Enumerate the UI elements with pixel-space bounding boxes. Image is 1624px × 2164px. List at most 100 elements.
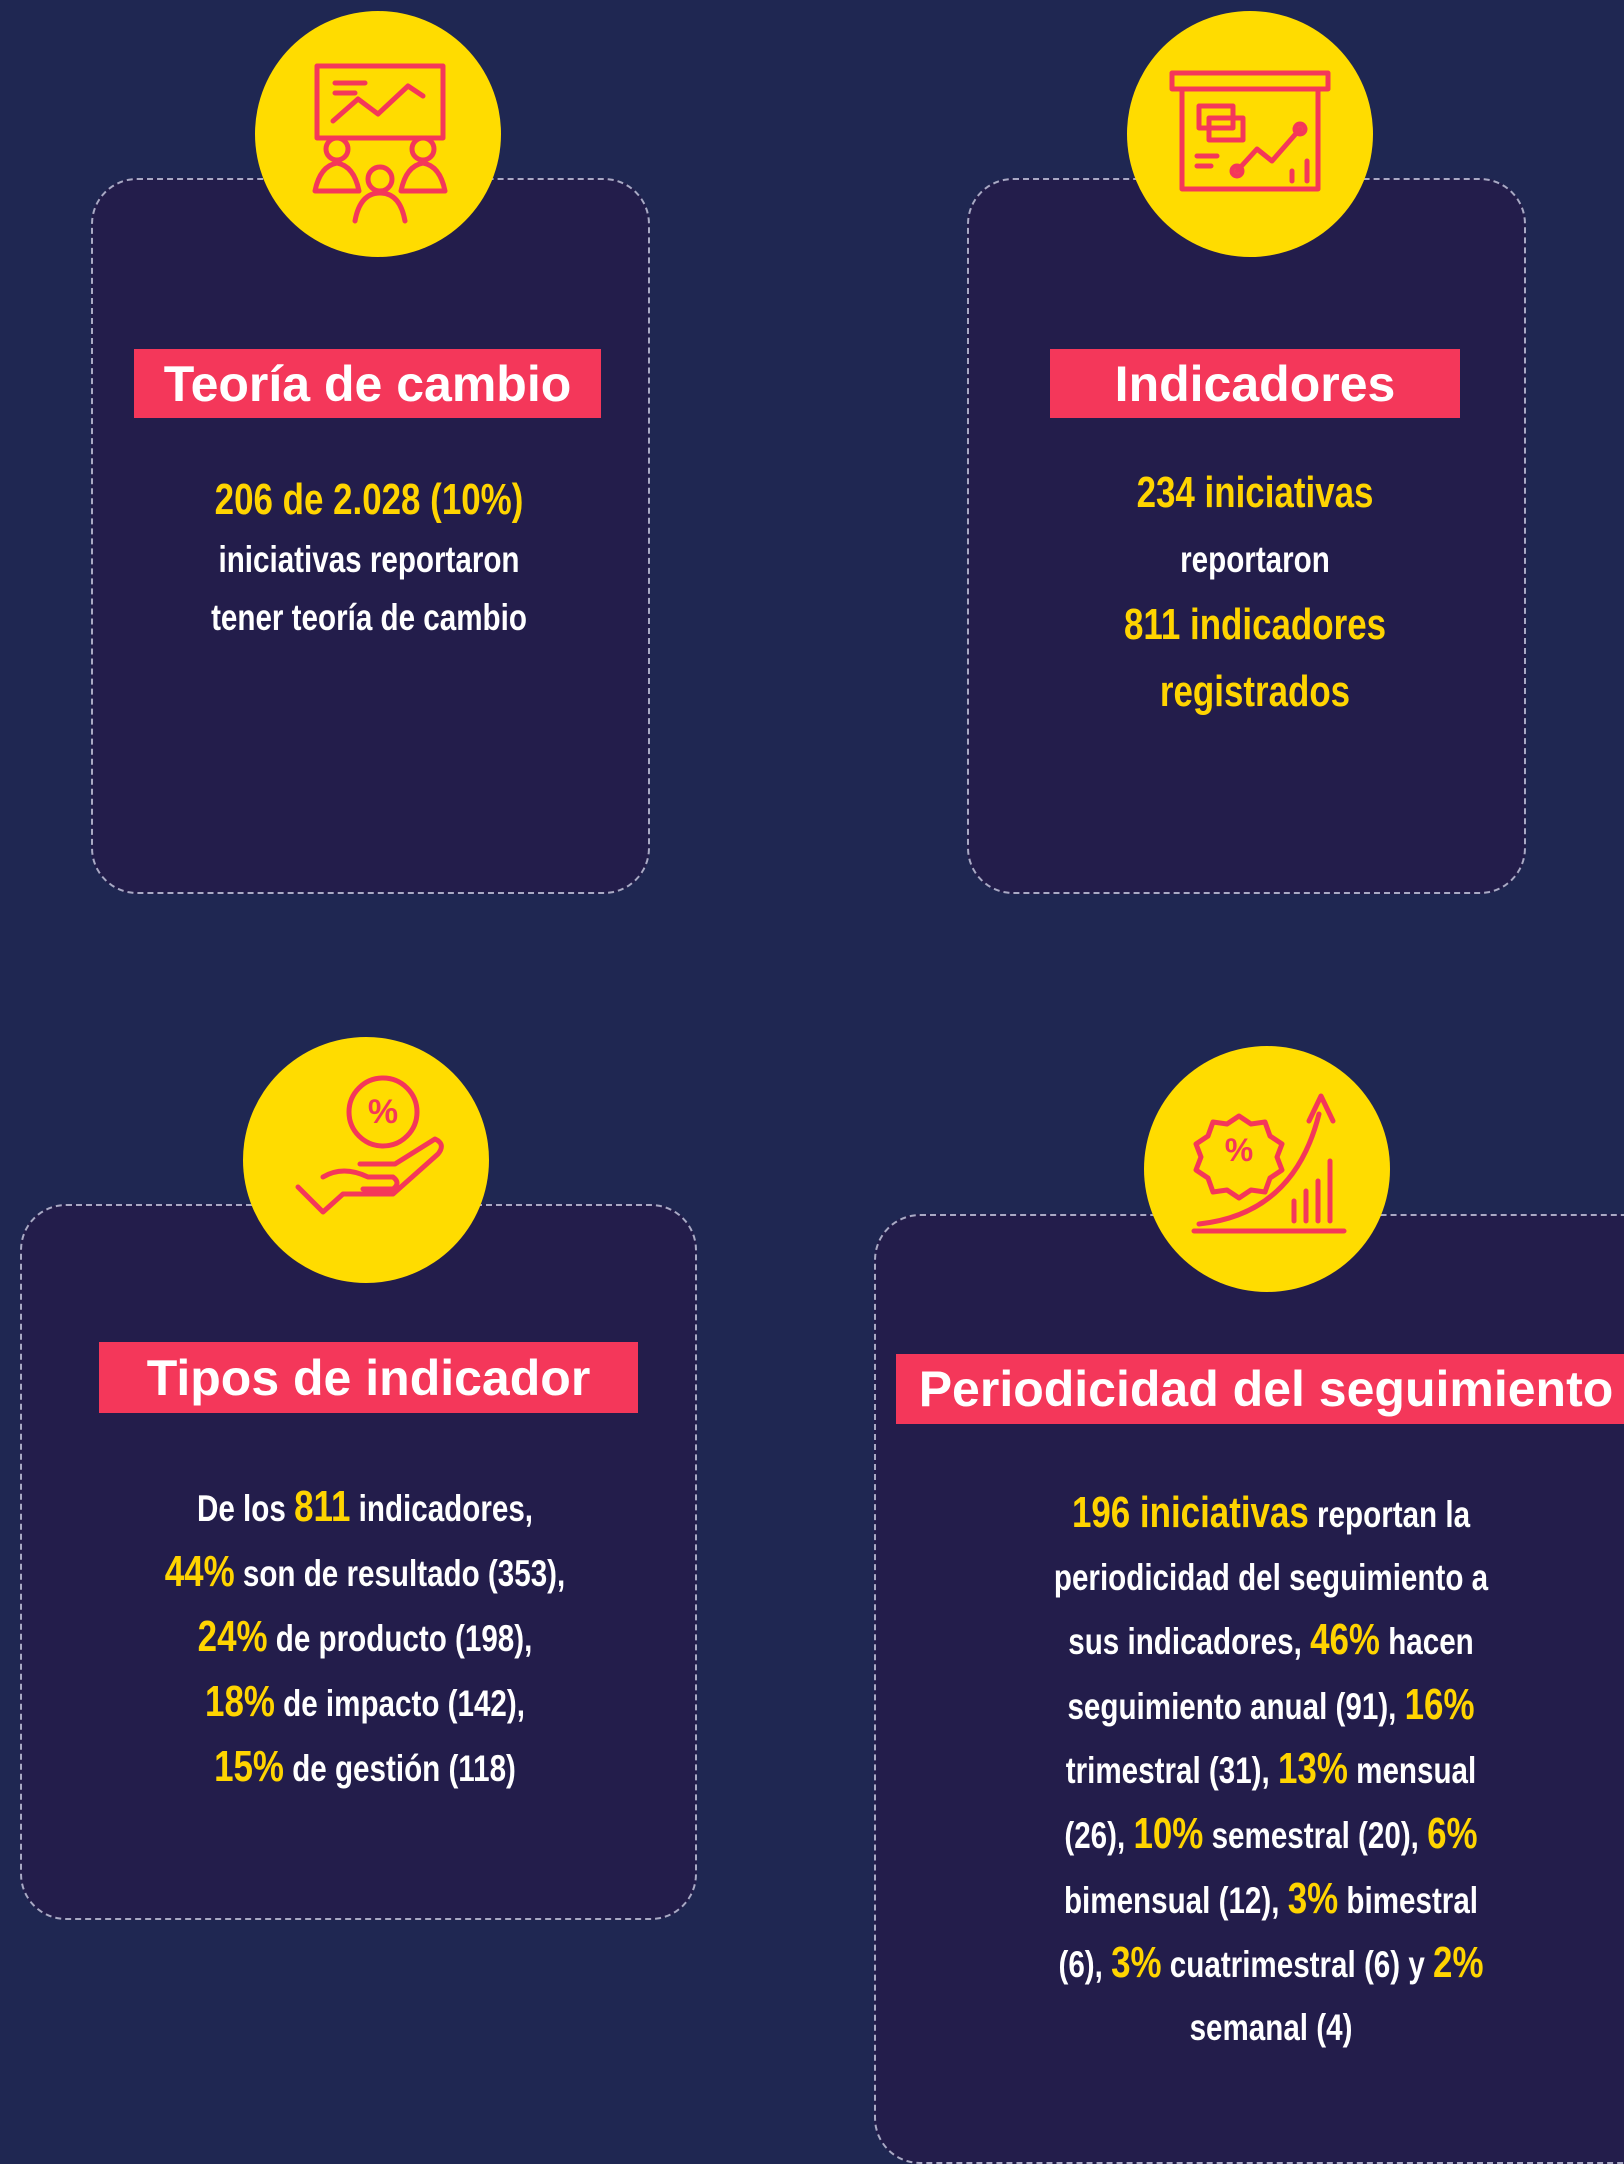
body-text: semanal (4) bbox=[1189, 2006, 1353, 2048]
icon-part bbox=[1194, 153, 1220, 169]
text-line: periodicidad del seguimiento a bbox=[991, 1547, 1551, 1610]
card-text: 234 iniciativas reportaron 811 indicadores… bbox=[905, 460, 1605, 726]
text-line: registrados bbox=[975, 659, 1535, 726]
body-text: seguimiento anual (91), bbox=[1067, 1685, 1405, 1727]
body-text: reportan la bbox=[1308, 1494, 1471, 1535]
icon-part bbox=[365, 164, 395, 194]
card-title: Teoría de cambio bbox=[134, 349, 601, 418]
highlight-text: 44% bbox=[164, 1547, 235, 1596]
text-line: seguimiento anual (91), 16% bbox=[991, 1674, 1551, 1739]
icon-part bbox=[323, 135, 351, 163]
icon-circle bbox=[255, 11, 501, 257]
body-text: periodicidad del seguimiento a bbox=[1053, 1556, 1489, 1598]
icon-part: % bbox=[1225, 1132, 1253, 1168]
card-text: 206 de 2.028 (10%) iniciativas reportaron… bbox=[19, 471, 719, 647]
icon-part: % bbox=[368, 1093, 398, 1131]
highlight-text: 196 iniciativas bbox=[1071, 1488, 1309, 1537]
card bbox=[967, 178, 1526, 894]
card-text: De los 811 indicadores, 44% son de result… bbox=[15, 1475, 715, 1800]
highlight-text: 24% bbox=[197, 1612, 268, 1661]
body-text: reportaron bbox=[1180, 539, 1330, 580]
highlight-text: 10% bbox=[1133, 1808, 1204, 1858]
icon-part bbox=[312, 63, 448, 224]
body-text: tener teoría de cambio bbox=[211, 597, 527, 638]
icon-part: % bbox=[295, 1075, 444, 1215]
text-line: 24% de producto (198), bbox=[85, 1605, 645, 1670]
icon-circle bbox=[1127, 11, 1373, 257]
text-line: 15% de gestión (118) bbox=[85, 1735, 645, 1800]
highlight-text: registrados bbox=[1159, 667, 1351, 716]
highlight-text: 18% bbox=[205, 1677, 275, 1726]
body-text: son de resultado (353), bbox=[234, 1553, 566, 1594]
highlight-text: 6% bbox=[1427, 1808, 1478, 1858]
body-text: de producto (198), bbox=[267, 1618, 533, 1659]
body-text: bimensual (12), bbox=[1063, 1879, 1288, 1921]
icon: % bbox=[295, 1075, 444, 1215]
text-line: iniciativas reportaron bbox=[89, 531, 649, 589]
card-title: Indicadores bbox=[1050, 349, 1460, 418]
highlight-text: 15% bbox=[214, 1742, 284, 1791]
text-line: semanal (4) bbox=[991, 1997, 1551, 2060]
icon-circle: % bbox=[1144, 1046, 1390, 1292]
text-line: bimensual (12), 3% bimestral bbox=[991, 1868, 1551, 1933]
highlight-text: 3% bbox=[1111, 1938, 1162, 1988]
body-text: de impacto (142), bbox=[274, 1683, 525, 1724]
text-line: sus indicadores, 46% hacen bbox=[991, 1609, 1551, 1674]
icon-part bbox=[1193, 1113, 1285, 1201]
highlight-text: 46% bbox=[1310, 1615, 1380, 1665]
icon bbox=[312, 63, 448, 224]
highlight-text: 811 bbox=[294, 1482, 351, 1531]
icon bbox=[1169, 70, 1331, 192]
body-text: mensual bbox=[1347, 1750, 1477, 1792]
text-line: 811 indicadores bbox=[975, 592, 1535, 659]
icon-part bbox=[1291, 1158, 1333, 1224]
icon-part bbox=[1292, 121, 1308, 137]
text-line: De los 811 indicadores, bbox=[85, 1475, 645, 1540]
icon-part bbox=[332, 80, 368, 96]
card bbox=[20, 1204, 697, 1920]
text-line: 44% son de resultado (353), bbox=[85, 1540, 645, 1605]
body-text: de gestión (118) bbox=[283, 1748, 516, 1789]
card-text: 196 iniciativas reportan la periodicidad … bbox=[921, 1482, 1621, 2059]
body-text: (26), bbox=[1064, 1814, 1134, 1856]
body-text: bimestral bbox=[1338, 1879, 1479, 1921]
icon: % bbox=[1191, 1093, 1347, 1234]
text-line: (26), 10% semestral (20), 6% bbox=[991, 1803, 1551, 1868]
highlight-text: 3% bbox=[1287, 1873, 1339, 1923]
text-line: 206 de 2.028 (10%) bbox=[89, 471, 649, 531]
card bbox=[91, 178, 650, 894]
highlight-text: 16% bbox=[1404, 1679, 1475, 1729]
text-line: reportaron bbox=[975, 527, 1535, 592]
highlight-text: 2% bbox=[1433, 1938, 1484, 1988]
icon-part bbox=[1289, 158, 1310, 184]
icon-part bbox=[1191, 1093, 1347, 1234]
body-text: indicadores, bbox=[350, 1488, 533, 1529]
icon-circle: % bbox=[243, 1037, 489, 1283]
body-text: hacen bbox=[1379, 1621, 1474, 1663]
text-line: 196 iniciativas reportan la bbox=[991, 1482, 1551, 1547]
body-text: (6), bbox=[1058, 1944, 1112, 1986]
icon-part bbox=[330, 83, 426, 124]
body-text: De los bbox=[197, 1488, 295, 1529]
text-line: 18% de impacto (142), bbox=[85, 1670, 645, 1735]
icon-part bbox=[1179, 86, 1321, 192]
text-line: 234 iniciativas bbox=[975, 460, 1535, 527]
icon-part: % bbox=[1191, 1093, 1347, 1234]
highlight-text: 234 iniciativas bbox=[1136, 468, 1374, 517]
body-text: sus indicadores, bbox=[1068, 1621, 1311, 1663]
icon-part bbox=[409, 135, 437, 163]
highlight-text: 13% bbox=[1277, 1744, 1348, 1794]
body-text: cuatrimestral (6) y bbox=[1161, 1944, 1434, 1986]
text-line: trimestral (31), 13% mensual bbox=[991, 1738, 1551, 1803]
icon-part bbox=[1169, 70, 1331, 192]
text-line: (6), 3% cuatrimestral (6) y 2% bbox=[991, 1932, 1551, 1997]
card-title: Tipos de indicador bbox=[99, 1342, 638, 1413]
text-line: tener teoría de cambio bbox=[89, 589, 649, 647]
body-text: iniciativas reportaron bbox=[218, 539, 520, 580]
highlight-text: 206 de 2.028 (10%) bbox=[214, 475, 524, 524]
highlight-text: 811 indicadores bbox=[1123, 600, 1387, 649]
icon-part bbox=[295, 1136, 444, 1215]
page: Teoría de cambio 206 de 2.028 (10%) inicia… bbox=[15, 11, 1624, 2164]
icon-part bbox=[312, 160, 448, 224]
icon-part bbox=[1229, 163, 1245, 179]
